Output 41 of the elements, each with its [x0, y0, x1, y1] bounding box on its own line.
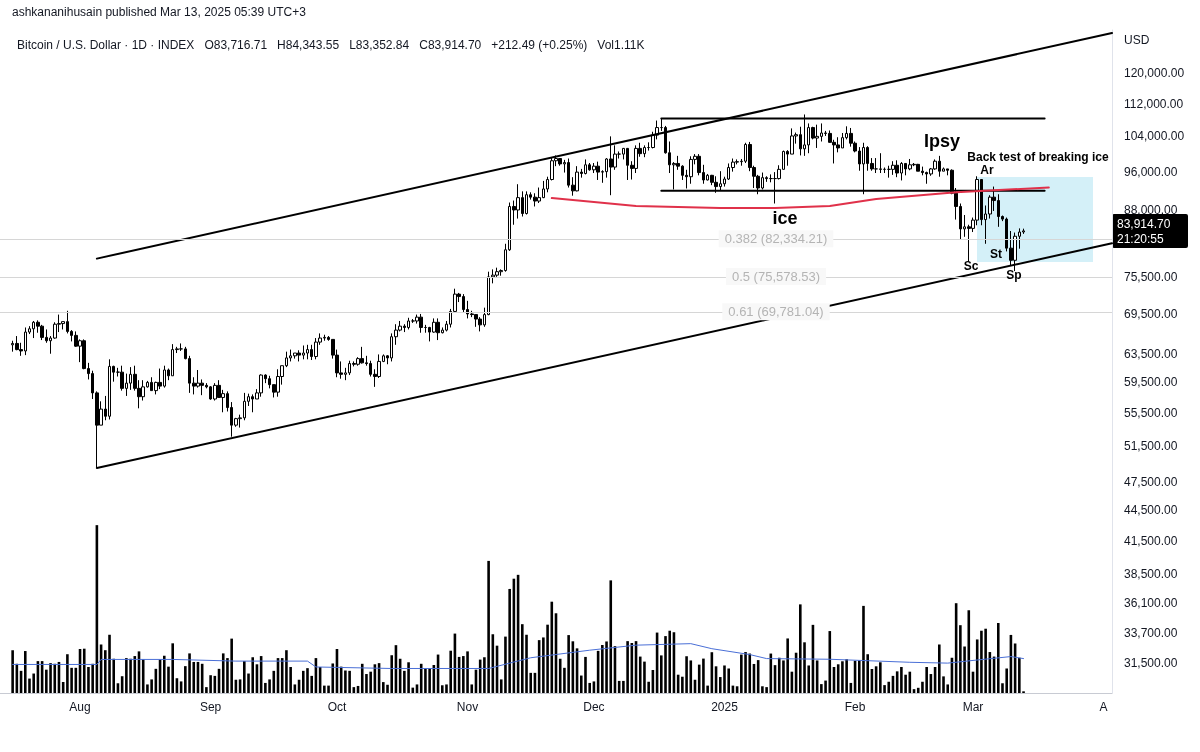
- y-tick-label: 112,000.00: [1124, 96, 1184, 111]
- x-tick-label: Dec: [583, 700, 605, 714]
- y-tick-label: 44,500.00: [1124, 503, 1178, 518]
- x-tick-label: 2025: [711, 700, 739, 714]
- y-tick-label: 33,700.00: [1124, 625, 1178, 640]
- y-tick-label: 55,500.00: [1124, 406, 1178, 421]
- y-tick-label: 36,100.00: [1124, 595, 1178, 610]
- y-tick-label: 104,000.00: [1124, 129, 1185, 144]
- annotation: St: [990, 247, 1002, 261]
- ref-line-label: 0.382 (82,334.21): [724, 231, 828, 247]
- annotation: Ipsy: [923, 131, 961, 151]
- y-tick-label: 59,500.00: [1124, 375, 1178, 390]
- y-tick-label: 88,000.00: [1124, 202, 1178, 217]
- y-tick-label: 38,500.00: [1124, 567, 1178, 582]
- y-tick-label: 120,000.00: [1124, 66, 1185, 81]
- x-tick-label: A: [1099, 700, 1108, 714]
- annotation: Back test of breaking ice: [967, 150, 1110, 164]
- x-tick-label: Sep: [199, 700, 222, 714]
- ref-line-label: 0.5 (75,578.53): [731, 269, 821, 285]
- x-tick-label: Aug: [69, 700, 91, 714]
- x-tick-label: Mar: [962, 700, 984, 714]
- y-tick-label: 51,500.00: [1124, 439, 1178, 454]
- y-tick-label: 47,500.00: [1124, 474, 1178, 489]
- annotation: Sp: [1006, 268, 1022, 282]
- text: Bitcoin / U.S. Dollar · 1D · INDEX O83,716.71 H84,343.55 L83,352.84 C83,914.70 +212.49 (+0.25%) Vol1.11K: [17, 38, 645, 52]
- y-tick-label: 41,500.00: [1124, 534, 1178, 549]
- y-tick-label: 75,500.00: [1124, 270, 1178, 285]
- text: ashkananihusain published Mar 13, 2025 05:39 UTC+3: [12, 5, 307, 19]
- x-tick-label: Oct: [327, 700, 347, 714]
- y-tick-label: 31,500.00: [1124, 655, 1178, 670]
- annotation: Ar: [980, 163, 994, 177]
- annotation: ice: [772, 208, 798, 228]
- y-axis-title: USD: [1124, 33, 1150, 47]
- annotation: Sc: [963, 259, 979, 273]
- x-tick-label: Nov: [456, 700, 479, 714]
- y-tick-label: 69,500.00: [1124, 306, 1178, 321]
- text: 83,914.70 21:20:55: [1117, 217, 1171, 247]
- y-tick-label: 96,000.00: [1124, 164, 1178, 179]
- ref-line-label: 0.61 (69,781.04): [728, 304, 824, 320]
- x-tick-label: Feb: [844, 700, 866, 714]
- y-tick-label: 63,500.00: [1124, 346, 1178, 361]
